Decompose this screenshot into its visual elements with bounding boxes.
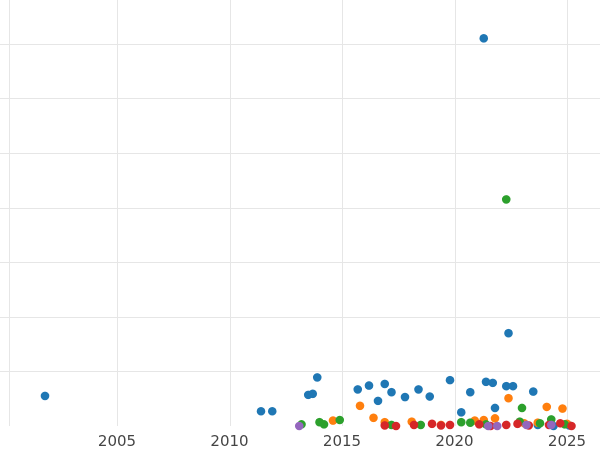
data-point — [387, 387, 396, 397]
data-point — [445, 375, 455, 385]
data-point — [501, 420, 511, 430]
data-point — [380, 379, 390, 389]
data-point — [308, 389, 318, 399]
data-point — [328, 416, 338, 425]
data-point — [558, 404, 567, 413]
data-point — [513, 419, 522, 429]
data-point — [425, 392, 435, 401]
x-tick-label: 2025 — [548, 432, 586, 450]
data-point — [542, 402, 552, 412]
data-point — [474, 420, 484, 429]
data-point — [501, 381, 511, 391]
data-point — [436, 421, 446, 430]
data-point — [427, 419, 437, 429]
data-point — [535, 418, 545, 428]
data-point — [488, 378, 498, 388]
data-point — [409, 420, 419, 430]
data-point — [414, 385, 423, 394]
data-point — [481, 377, 491, 387]
data-point — [490, 414, 500, 423]
x-tick-label: 2010 — [210, 432, 248, 450]
data-point — [456, 417, 466, 427]
data-point — [490, 403, 500, 413]
data-point — [567, 421, 576, 431]
data-point — [391, 421, 401, 431]
data-point — [335, 415, 345, 425]
data-point — [528, 387, 538, 396]
data-point — [267, 406, 277, 416]
data-point — [465, 418, 475, 428]
data-point — [501, 195, 511, 204]
data-point — [479, 34, 489, 43]
x-tick-label: 2015 — [323, 432, 361, 450]
data-point — [504, 328, 513, 338]
data-point — [294, 421, 304, 431]
data-point — [355, 401, 365, 411]
data-point — [465, 387, 475, 397]
data-point — [369, 413, 378, 423]
data-point — [256, 406, 266, 416]
data-point — [517, 403, 527, 413]
data-point — [400, 392, 410, 402]
data-point — [416, 420, 426, 430]
data-point — [353, 385, 363, 394]
data-point — [492, 421, 502, 431]
data-point — [445, 420, 455, 430]
x-tick-label: 2020 — [435, 432, 473, 450]
data-point — [312, 373, 322, 382]
data-point — [555, 418, 565, 428]
data-point — [373, 396, 383, 406]
x-axis: 2005 2010 2015 2020 2025 — [98, 432, 586, 450]
data-point — [40, 391, 50, 401]
x-tick-label: 2005 — [98, 432, 136, 450]
data-point — [483, 421, 493, 431]
data-point — [504, 393, 513, 403]
data-point — [380, 421, 390, 430]
data-point — [508, 381, 518, 391]
data-point — [456, 408, 466, 417]
data-point — [364, 381, 374, 390]
data-point — [546, 420, 556, 430]
data-point — [522, 420, 531, 430]
grid — [0, 0, 600, 426]
data-points — [40, 34, 576, 431]
data-point — [319, 420, 329, 429]
